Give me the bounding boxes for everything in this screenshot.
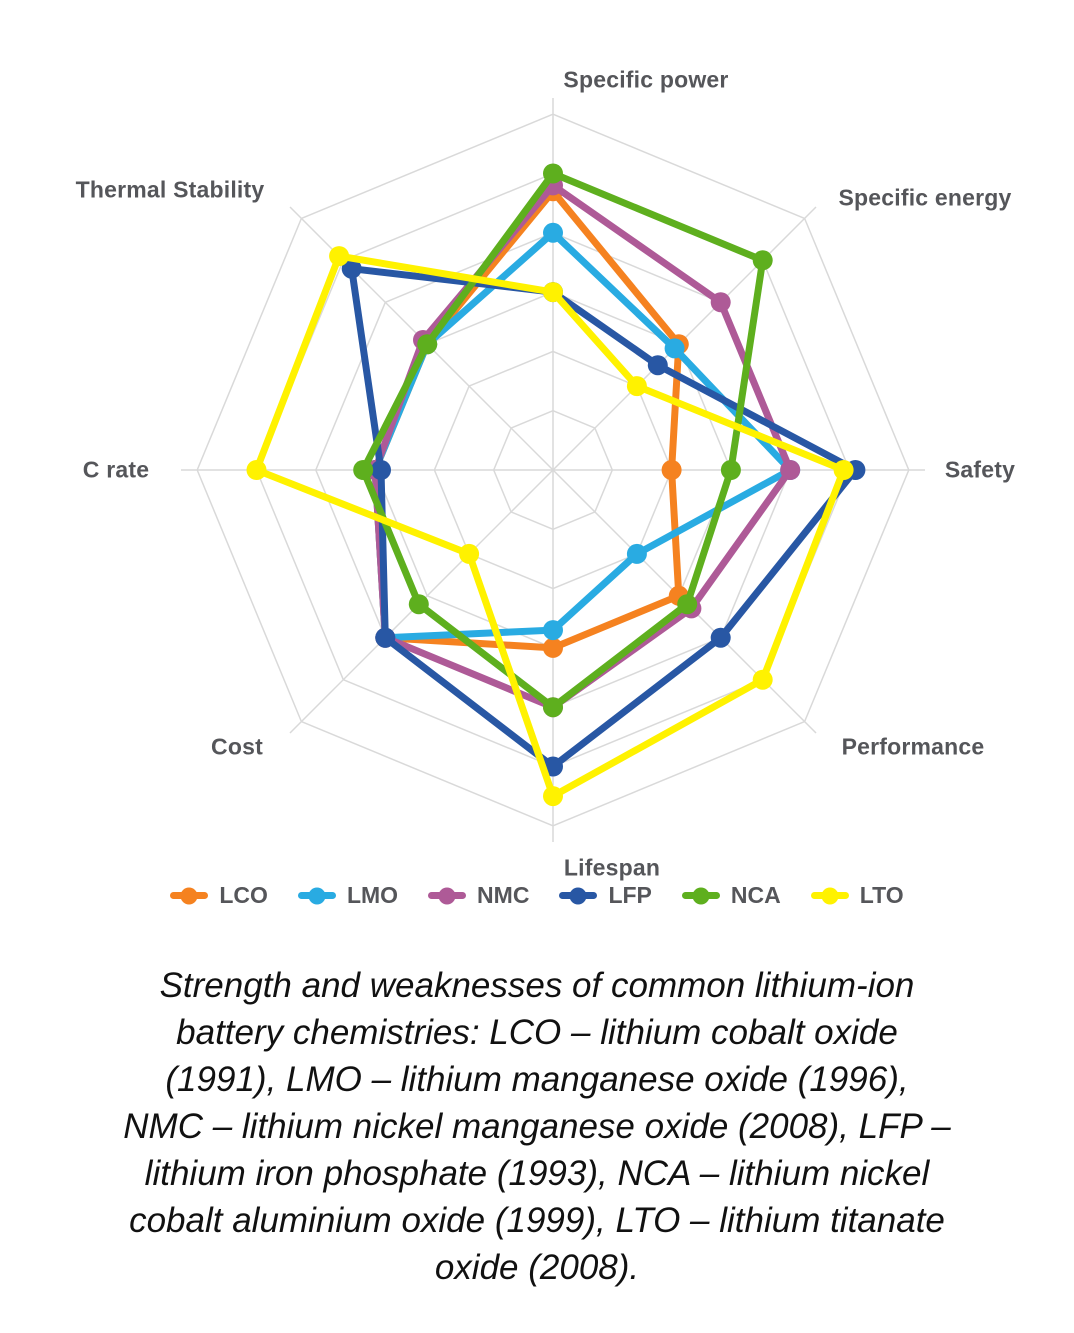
chart-legend: LCO LMO NMC LFP NCA LTO [0,882,1074,909]
caption-line: cobalt aluminium oxide (1999), LTO – lit… [129,1201,945,1240]
point-LTO-7 [329,246,350,267]
point-LTO-6 [246,460,267,480]
legend-label-NMC: NMC [477,882,530,908]
point-NMC-2 [780,460,801,480]
point-NCA-7 [417,334,438,355]
legend-label-LFP: LFP [608,882,652,908]
caption-line: Strength and weaknesses of common lithiu… [159,966,915,1005]
point-LFP-7 [341,258,362,279]
point-NCA-5 [408,594,429,615]
legend-item-LCO: LCO [170,882,268,909]
point-NMC-1 [710,292,731,313]
caption-line: battery chemistries: LCO – lithium cobal… [176,1013,898,1052]
legend-item-LTO: LTO [810,882,904,909]
axis-label-safety: Safety [944,456,1016,483]
legend-dot-LTO [821,887,839,904]
legend-dot-NMC [438,887,456,904]
point-NCA-0 [543,163,563,184]
point-LMO-1 [664,338,685,359]
legend-label-NCA: NCA [730,882,781,908]
radar-chart [181,98,925,842]
legend-label-LTO: LTO [859,882,904,908]
radar-chart-figure: Specific power Specific energy Safety Pe… [0,66,1074,909]
axis-label-c-rate: C rate [82,456,150,483]
axis-label-specific-energy: Specific energy [838,184,1012,211]
caption-line: NMC – lithium nickel manganese oxide (20… [123,1107,951,1146]
point-LTO-1 [626,376,647,397]
legend-marker-LCO [170,887,209,904]
caption-line: lithium iron phosphate (1993), NCA – lit… [144,1154,930,1193]
point-NCA-3 [677,594,698,615]
legend-item-LFP: LFP [559,882,652,909]
legend-item-LMO: LMO [297,882,399,909]
point-LMO-3 [626,543,647,564]
legend-marker-NMC [428,887,467,904]
axis-label-lifespan: Lifespan [563,854,661,881]
point-LTO-5 [459,543,480,564]
point-NCA-4 [543,697,563,718]
point-NCA-1 [752,250,773,271]
point-LFP-5 [375,627,396,648]
point-LMO-4 [543,620,563,641]
legend-dot-LFP [569,887,587,904]
legend-label-LMO: LMO [346,882,399,908]
axis-label-specific-power: Specific power [563,66,729,93]
legend-item-NCA: NCA [681,882,781,909]
legend-label-LCO: LCO [219,882,268,908]
point-LTO-3 [752,669,773,690]
legend-marker-LFP [559,887,598,904]
point-LTO-0 [543,282,563,303]
legend-dot-LCO [180,887,198,904]
point-LCO-4 [543,637,563,658]
legend-dot-LMO [308,887,326,904]
point-NCA-2 [720,460,741,480]
legend-marker-LTO [810,887,849,904]
axis-label-thermal-stability: Thermal Stability [75,176,265,203]
axis-label-cost: Cost [211,733,263,760]
point-LCO-2 [661,460,682,480]
point-LTO-4 [543,786,563,807]
point-LFP-6 [371,460,391,480]
legend-dot-NCA [692,887,710,904]
legend-marker-LMO [297,887,336,904]
axis-label-performance: Performance [841,733,985,760]
caption-line: oxide (2008). [434,1248,640,1287]
legend-marker-NCA [681,887,720,904]
point-LFP-1 [647,355,668,376]
figure-caption: Strength and weaknesses of common lithiu… [0,962,1074,1291]
caption-line: (1991), LMO – lithium manganese oxide (1… [165,1060,909,1099]
legend-item-NMC: NMC [428,882,529,909]
point-LFP-3 [710,627,731,648]
series-line-NCA [359,170,767,711]
point-NCA-6 [353,460,374,480]
point-LMO-0 [543,222,563,243]
point-LTO-2 [833,460,854,480]
